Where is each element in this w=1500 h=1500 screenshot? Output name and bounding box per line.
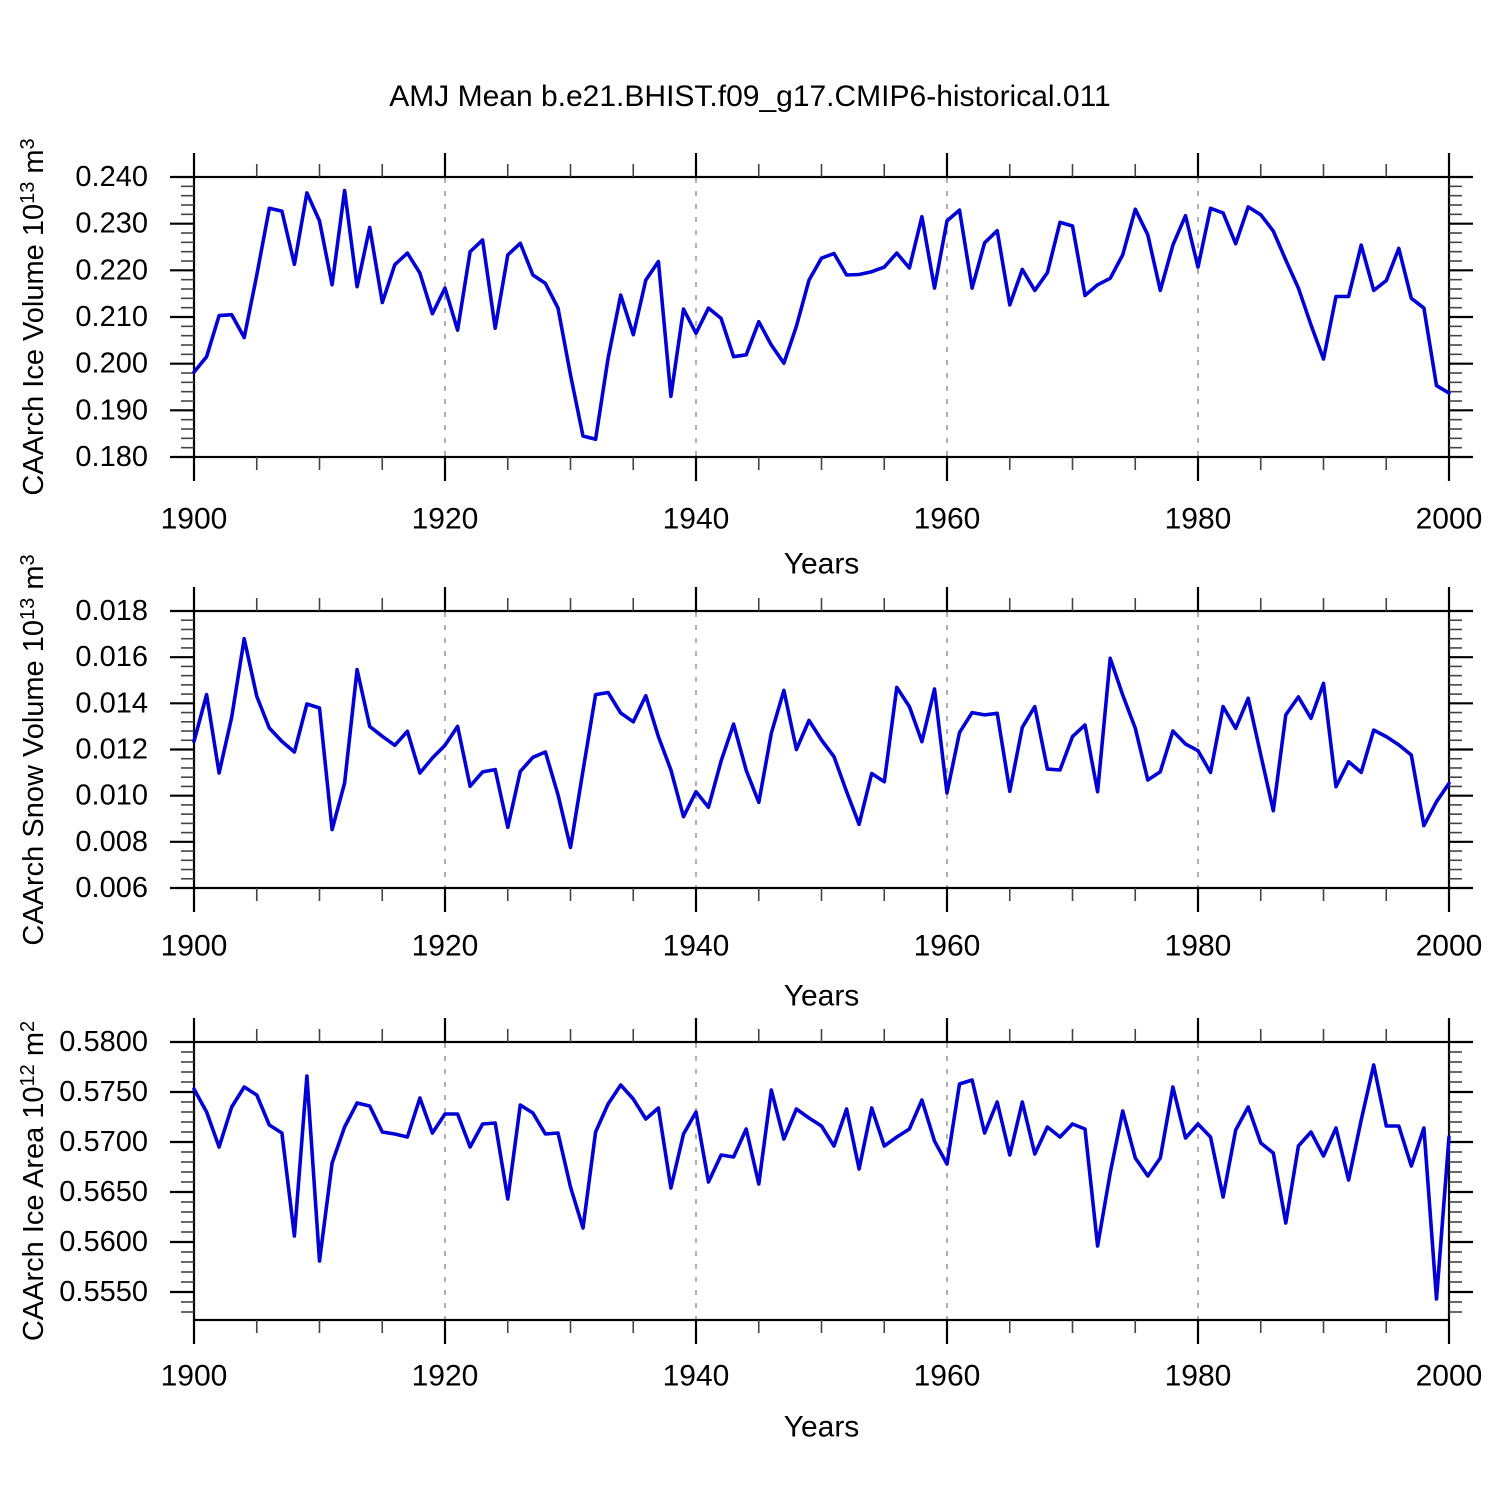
chart-title: AMJ Mean b.e21.BHIST.f09_g17.CMIP6-histo… xyxy=(389,80,1111,113)
x-tick-label: 1900 xyxy=(161,930,228,963)
ice-area-panel: 1900 1920 1940 1960 1980 2000 0.5550 0.5600 0.56… xyxy=(59,1018,1482,1444)
ice-volume-panel: 1900 1920 1940 1960 1980 2000 0.180 0.190 0.200 0… xyxy=(75,153,1482,581)
x-tick-label: 1920 xyxy=(412,503,479,536)
y-axis-title: CAArch Ice Area 1012 m2 xyxy=(17,1021,51,1341)
x-tick-label: 2000 xyxy=(1416,503,1483,536)
y-tick-label: 0.018 xyxy=(75,595,148,627)
y-axis-title-superscript: 12 xyxy=(17,1064,39,1087)
y-tick-label: 0.210 xyxy=(75,301,148,333)
x-tick-label: 2000 xyxy=(1416,1360,1483,1393)
x-tick-label: 1960 xyxy=(914,930,981,963)
y-axis-title-superscript: 13 xyxy=(17,597,39,620)
x-tick-label: 1980 xyxy=(1165,503,1232,536)
x-axis-title: Years xyxy=(784,1411,860,1444)
y-tick-label: 0.240 xyxy=(75,161,148,193)
x-tick-label: 1980 xyxy=(1165,930,1232,963)
y-axis-title-text: CAArch Snow Volume 10 xyxy=(18,619,50,946)
plot-border xyxy=(192,175,1451,459)
y-tick-label: 0.016 xyxy=(75,641,148,673)
y-tick-label: 0.200 xyxy=(75,348,148,380)
y-axis-title-superscript: 3 xyxy=(17,553,39,566)
x-tick-label: 1940 xyxy=(663,503,730,536)
y-tick-label: 0.220 xyxy=(75,254,148,286)
y-tick-label: 0.230 xyxy=(75,208,148,240)
y-tick-label: 0.5550 xyxy=(59,1276,148,1308)
y-tick-label: 0.5650 xyxy=(59,1176,148,1208)
y-axis-title: CAArch Snow Volume 1013 m3 xyxy=(17,554,51,945)
y-tick-label: 0.180 xyxy=(75,441,148,473)
y-tick-label: 0.010 xyxy=(75,780,148,812)
y-tick-label: 0.012 xyxy=(75,734,148,766)
x-tick-label: 1900 xyxy=(161,1360,228,1393)
y-axis-title-text: m xyxy=(18,565,50,598)
y-tick-label: 0.014 xyxy=(75,687,148,719)
x-tick-label: 1920 xyxy=(412,1360,479,1393)
y-tick-label: 0.190 xyxy=(75,394,148,426)
data-series-line xyxy=(192,1063,1451,1301)
x-tick-label: 1980 xyxy=(1165,1360,1232,1393)
x-axis-title: Years xyxy=(784,548,860,581)
y-tick-label: 0.5800 xyxy=(59,1026,148,1058)
x-tick-label: 2000 xyxy=(1416,930,1483,963)
y-tick-label: 0.5700 xyxy=(59,1126,148,1158)
y-tick-label: 0.008 xyxy=(75,826,148,858)
y-axis-title-superscript: 13 xyxy=(17,181,39,204)
x-tick-label: 1900 xyxy=(161,503,228,536)
y-tick-label: 0.5750 xyxy=(59,1076,148,1108)
y-axis-title-text: CAArch Ice Area 10 xyxy=(18,1086,50,1342)
x-axis-title: Years xyxy=(784,980,860,1013)
y-axis-title: CAArch Ice Volume 1013 m3 xyxy=(17,138,51,495)
y-axis-title-text: m xyxy=(18,149,50,182)
plot-border xyxy=(192,1040,1451,1322)
x-tick-label: 1940 xyxy=(663,930,730,963)
y-axis-title-superscript: 2 xyxy=(17,1020,39,1032)
x-tick-label: 1960 xyxy=(914,503,981,536)
y-tick-label: 0.006 xyxy=(75,872,148,904)
snow-volume-panel: 1900 1920 1940 1960 1980 2000 0.006 0.008 0.010 0… xyxy=(75,587,1482,1013)
x-tick-label: 1960 xyxy=(914,1360,981,1393)
y-axis-title-text: CAArch Ice Volume 10 xyxy=(18,203,50,496)
data-series-line xyxy=(192,636,1451,850)
data-series-line xyxy=(192,188,1451,442)
x-tick-label: 1920 xyxy=(412,930,479,963)
y-axis-title-text: m xyxy=(18,1031,50,1065)
y-tick-label: 0.5600 xyxy=(59,1226,148,1258)
x-tick-label: 1940 xyxy=(663,1360,730,1393)
y-axis-title-superscript: 3 xyxy=(17,138,39,150)
